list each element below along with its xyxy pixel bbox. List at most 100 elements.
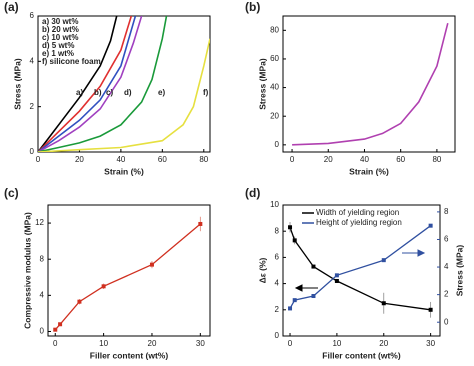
- y-axis-label: Δε (%): [257, 257, 267, 283]
- y-tick-label: 4: [275, 279, 280, 288]
- x-tick-label: 30: [426, 339, 435, 348]
- marker: [77, 299, 82, 304]
- marker: [198, 221, 203, 226]
- x-tick-label: 0: [53, 339, 58, 348]
- x-tick-label: 80: [199, 155, 208, 164]
- arrows: [294, 249, 426, 292]
- marker: [381, 301, 386, 306]
- plot-frame: [282, 15, 456, 153]
- marker: [428, 307, 433, 312]
- series-line: [38, 16, 133, 152]
- legend-label: Width of yielding region: [316, 208, 399, 217]
- curve-label: b): [94, 88, 102, 97]
- x-axis-label: Filler content (wt%): [322, 350, 401, 360]
- x-tick-label: 10: [99, 339, 108, 348]
- marker: [381, 258, 386, 263]
- y2-tick-label: 4: [444, 262, 449, 271]
- legend-label: c) 10 wt%: [42, 33, 78, 42]
- legend-label: e) 1 wt%: [42, 49, 74, 58]
- x-tick-label: 0: [288, 339, 293, 348]
- y-tick-label: 60: [270, 54, 279, 63]
- marker: [292, 298, 297, 303]
- marker: [311, 264, 316, 269]
- x-tick-label: 60: [396, 155, 405, 164]
- x-tick-label: 40: [360, 155, 369, 164]
- series-line: [38, 16, 137, 152]
- plot-frame: [47, 204, 211, 337]
- y2-tick-label: 2: [444, 290, 449, 299]
- x-tick-label: 80: [432, 155, 441, 164]
- x-axis-label: Filler content (wt%): [90, 350, 169, 360]
- curve-label: d): [124, 88, 132, 97]
- y-axis-label: Compressive modulus (MPa): [22, 212, 32, 329]
- y-tick-label: 4: [30, 56, 35, 65]
- y-tick-label: 8: [275, 226, 280, 235]
- x-tick-label: 10: [332, 339, 341, 348]
- y-tick-label: 20: [270, 111, 279, 120]
- y-tick-label: 2: [275, 305, 280, 314]
- panel-label: (d): [245, 186, 260, 200]
- y2-axis-label: Stress (MPa): [454, 245, 464, 297]
- x-axis-label: Strain (%): [104, 166, 144, 176]
- marker: [428, 223, 433, 228]
- x-tick-label: 20: [379, 339, 388, 348]
- legend-label: Height of yielding region: [316, 218, 402, 227]
- y-axis-label: Stress (MPa): [12, 58, 22, 110]
- y-tick-label: 10: [270, 200, 279, 209]
- y-tick-label: 8: [40, 254, 45, 263]
- y2-tick-label: 6: [444, 235, 449, 244]
- y2-tick-label: 0: [444, 317, 449, 326]
- series-line: [38, 38, 210, 152]
- curve-label: c): [106, 88, 113, 97]
- marker: [334, 273, 339, 278]
- y-tick-label: 12: [35, 218, 44, 227]
- y-tick-label: 80: [270, 25, 279, 34]
- marker: [58, 322, 63, 327]
- y-tick-label: 0: [40, 327, 45, 336]
- y-tick-label: 40: [270, 83, 279, 92]
- marker: [288, 306, 293, 311]
- series-line: [292, 23, 449, 146]
- x-axis-label: Strain (%): [349, 166, 389, 176]
- panel-label: (c): [4, 186, 19, 200]
- y-tick-label: 6: [275, 253, 280, 262]
- y-tick-label: 4: [40, 290, 45, 299]
- marker: [53, 327, 58, 332]
- marker: [288, 225, 293, 230]
- curve-label: a): [76, 88, 83, 97]
- marker: [101, 284, 106, 289]
- legend-label: f) silicone foam: [42, 57, 101, 66]
- panel-label: (b): [245, 0, 260, 14]
- marker: [149, 262, 154, 267]
- x-tick-label: 60: [158, 155, 167, 164]
- marker: [334, 278, 339, 283]
- series-line: [38, 16, 118, 152]
- x-tick-label: 0: [36, 155, 41, 164]
- panel-label: (a): [4, 0, 19, 14]
- x-tick-label: 20: [324, 155, 333, 164]
- x-tick-label: 0: [290, 155, 295, 164]
- plot-frame: [282, 204, 441, 337]
- x-tick-label: 20: [148, 339, 157, 348]
- series-line: [38, 16, 168, 152]
- marker: [292, 238, 297, 243]
- y-tick-label: 0: [275, 331, 280, 340]
- y2-tick-label: 8: [444, 207, 449, 216]
- y-tick-label: 0: [275, 140, 280, 149]
- x-tick-label: 40: [116, 155, 125, 164]
- series-line: [289, 227, 431, 311]
- marker: [311, 294, 316, 299]
- y-tick-label: 6: [30, 11, 35, 20]
- y-axis-label: Stress (MPa): [257, 58, 267, 110]
- y-tick-label: 2: [30, 102, 35, 111]
- legend-label: d) 5 wt%: [42, 41, 74, 50]
- y-tick-label: 0: [30, 147, 35, 156]
- curve-label: e): [158, 88, 165, 97]
- x-tick-label: 30: [196, 339, 205, 348]
- legend-label: a) 30 wt%: [42, 17, 78, 26]
- legend-label: b) 20 wt%: [42, 25, 79, 34]
- x-tick-label: 20: [75, 155, 84, 164]
- series-line: [38, 16, 143, 152]
- curve-label: f): [203, 88, 209, 97]
